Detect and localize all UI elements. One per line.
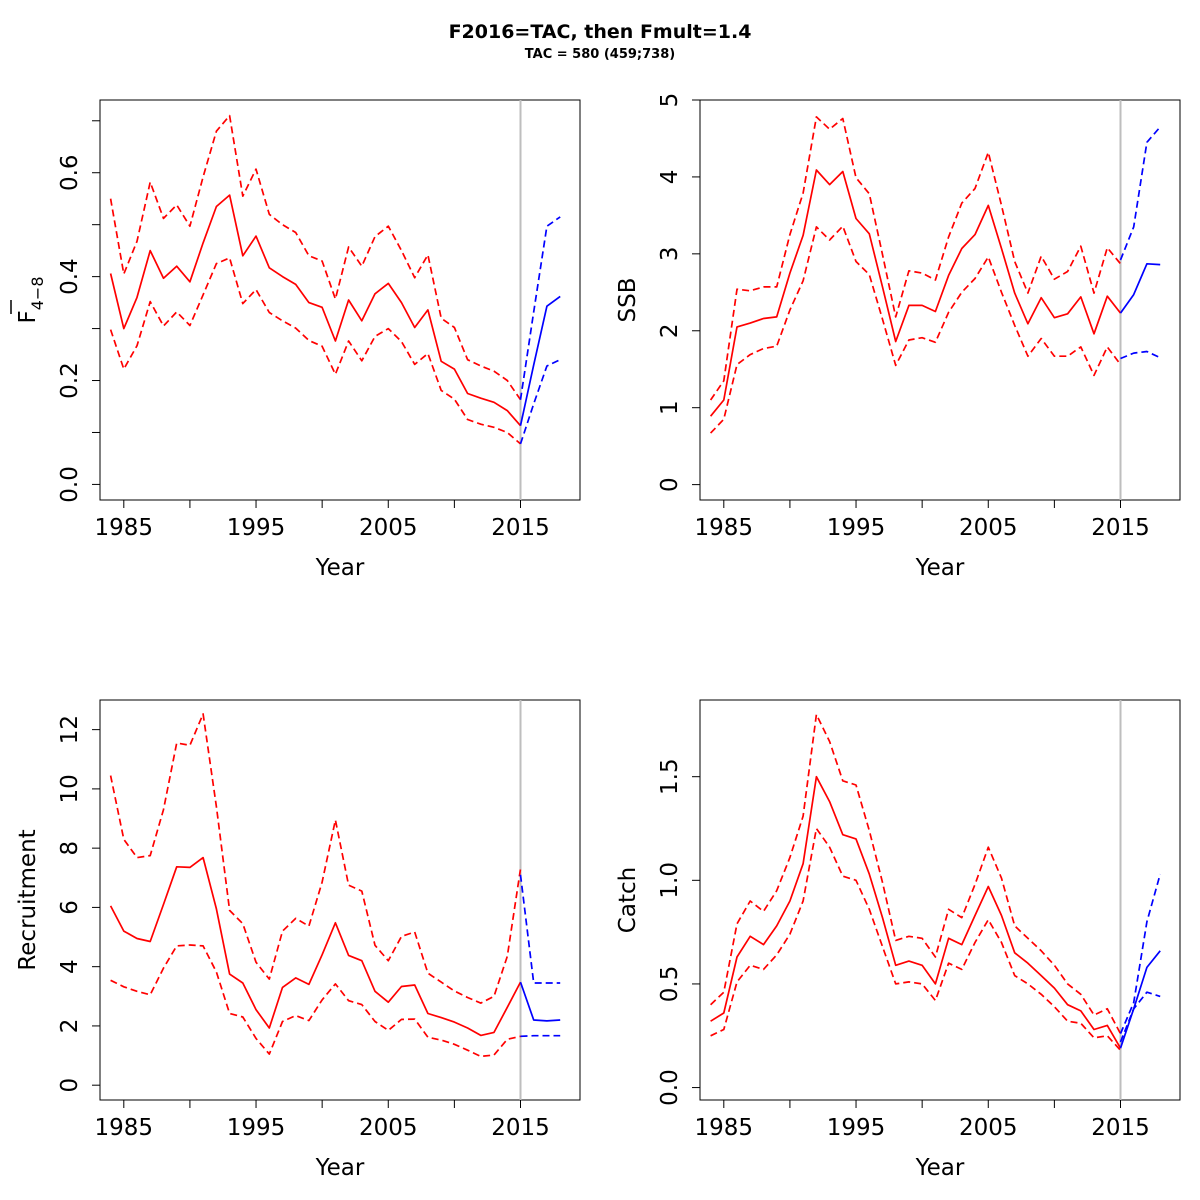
y-tick-label: 0.5 (657, 966, 683, 1003)
figure-subtitle: TAC = 580 (459;738) (524, 47, 676, 62)
x-axis-label: Year (915, 1155, 965, 1181)
y-tick-label: 12 (57, 715, 83, 744)
x-tick-label: 1985 (95, 515, 154, 541)
y-tick-label: 0 (57, 1078, 83, 1093)
history-estimate-line (109, 856, 522, 1037)
forecast-lower-bound-line (520, 1034, 561, 1038)
forecast-lower-bound-line (1119, 991, 1161, 1043)
x-tick-label: 1995 (827, 1115, 886, 1141)
chart-panel-bottom-left: 1985 1995 2005 2015 Year 0 2 4 6 8 10 12 Recruitment (15, 699, 581, 1181)
forecast-lower-bound-line (1120, 350, 1161, 360)
forecast-upper-bound-line (519, 874, 561, 984)
chart-panel-top-right: 1985 1995 2005 2015 Year 0 1 2 3 4 5 SSB (615, 93, 1181, 581)
history-upper-bound-line (109, 114, 522, 401)
x-axis-label: Year (315, 1155, 365, 1181)
forecast-upper-bound-line (1119, 126, 1161, 261)
forecast-estimate-line (519, 295, 561, 426)
chart-panel-top-left: 1985 1995 2005 2015 Year 0.0 0.2 0.4 0.6 F4−8 (10, 99, 581, 581)
x-tick-label: 2015 (1091, 1115, 1150, 1141)
x-tick-label: 1995 (227, 1115, 286, 1141)
forecast-estimate-line (1119, 262, 1161, 314)
plot-frame (699, 99, 1181, 501)
y-axis-label-subscript: 4−8 (28, 277, 47, 311)
y-tick-label: 10 (57, 774, 83, 803)
y-tick-label: 2 (57, 1019, 83, 1034)
y-axis-label: SSB (615, 278, 641, 323)
y-tick-label: 3 (657, 247, 683, 262)
x-tick-label: 2005 (359, 515, 418, 541)
x-tick-label: 2015 (491, 515, 550, 541)
x-tick-label: 1985 (695, 515, 754, 541)
figure-title: F2016=TAC, then Fmult=1.4 (448, 21, 752, 43)
y-tick-label: 1.5 (657, 758, 683, 795)
y-axis-label-main: F (15, 310, 41, 323)
x-tick-label: 1985 (695, 1115, 754, 1141)
history-upper-bound-line (109, 713, 522, 1004)
x-tick-label: 1985 (95, 1115, 154, 1141)
history-upper-bound-line (709, 116, 1122, 401)
forecast-estimate-line (519, 981, 561, 1022)
x-tick-label: 2005 (959, 1115, 1018, 1141)
plot-frame (699, 699, 1181, 1101)
x-tick-label: 2005 (359, 1115, 418, 1141)
y-axis-label-main: SSB (615, 278, 641, 323)
x-tick-label: 1995 (227, 515, 286, 541)
history-lower-bound-line (709, 225, 1122, 434)
y-tick-label: 0.6 (57, 154, 83, 191)
history-estimate-line (709, 169, 1122, 417)
y-tick-label: 6 (57, 900, 83, 915)
forecast-upper-bound-line (1119, 873, 1162, 1035)
history-lower-bound-line (109, 257, 522, 445)
y-axis-label: Recruitment (15, 829, 41, 970)
y-tick-label: 0.4 (57, 258, 83, 295)
y-tick-label: 8 (57, 841, 83, 856)
x-tick-label: 2015 (1091, 515, 1150, 541)
y-axis-label-main: Recruitment (15, 829, 41, 970)
forecast-upper-bound-line (519, 216, 561, 400)
y-tick-label: 4 (657, 170, 683, 185)
y-tick-label: 4 (57, 959, 83, 974)
chart-panel-bottom-right: 1985 1995 2005 2015 Year 0.0 0.5 1.0 1.5 Catch (615, 699, 1181, 1181)
history-upper-bound-line (710, 713, 1122, 1035)
x-tick-label: 1995 (827, 515, 886, 541)
forecast-lower-bound-line (519, 358, 561, 445)
y-axis-label-main: Catch (615, 867, 641, 933)
y-tick-label: 5 (657, 93, 683, 108)
forecast-estimate-line (1119, 950, 1161, 1049)
history-estimate-line (109, 194, 522, 427)
y-axis-label: Catch (615, 867, 641, 933)
y-tick-label: 0.2 (57, 362, 83, 399)
y-tick-label: 0 (657, 477, 683, 492)
history-lower-bound-line (110, 944, 521, 1058)
x-axis-label: Year (315, 555, 365, 581)
x-tick-label: 2005 (959, 515, 1018, 541)
y-tick-label: 1 (657, 400, 683, 415)
history-estimate-line (710, 775, 1122, 1049)
y-tick-label: 2 (657, 323, 683, 338)
y-tick-label: 0.0 (57, 466, 83, 503)
plot-frame (99, 699, 581, 1101)
y-axis-label: F4−8 (15, 277, 47, 324)
history-lower-bound-line (710, 827, 1122, 1051)
plot-frame (99, 99, 581, 501)
x-axis-label: Year (915, 555, 965, 581)
y-tick-label: 0.0 (657, 1069, 683, 1106)
x-tick-label: 2015 (491, 1115, 550, 1141)
y-tick-label: 1.0 (657, 862, 683, 899)
